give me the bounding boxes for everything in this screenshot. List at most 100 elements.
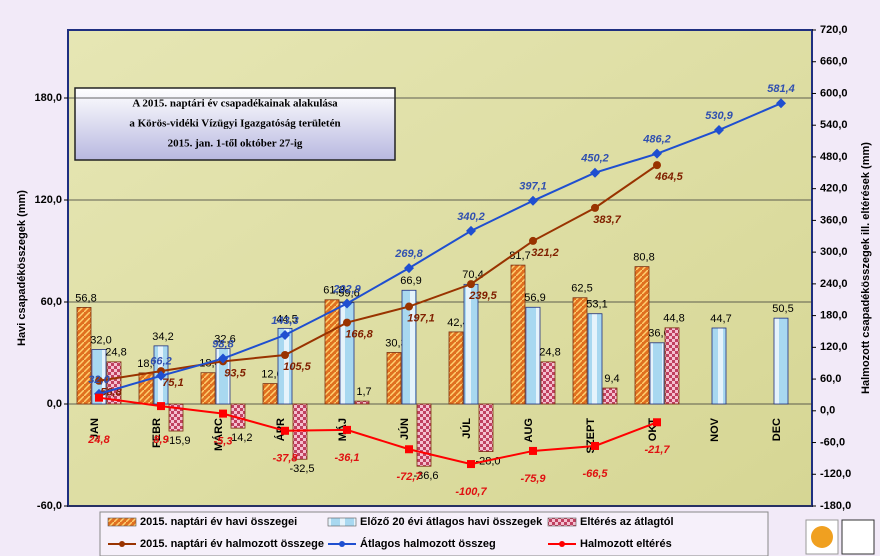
legend-label: Átlagos halmozott összeg	[360, 537, 496, 550]
data-label: 59,6	[338, 288, 359, 300]
chart-title: 2015. jan. 1-től október 27-ig	[168, 138, 303, 150]
y2-tick-label: 360,0	[820, 214, 848, 226]
data-label: 70,4	[462, 269, 483, 281]
marker	[343, 425, 351, 434]
marker	[776, 98, 786, 109]
title-box	[74, 87, 396, 161]
data-label: 9,4	[604, 373, 619, 385]
x-tick-label: NOV	[709, 417, 721, 442]
x-tick-label: FEBR	[151, 418, 163, 448]
bar	[106, 361, 122, 405]
data-label: 32,6	[214, 333, 235, 345]
marker	[280, 330, 290, 341]
marker	[714, 125, 724, 136]
data-label: 1,7	[356, 386, 371, 398]
data-label: 32,0	[90, 335, 111, 347]
data-label: 24,8	[105, 347, 126, 359]
chart-title: a Körös-vidéki Vízügyi Igazgatóság terül…	[129, 118, 340, 130]
bar	[324, 299, 340, 405]
y2-tick-label: 180,0	[820, 310, 848, 322]
bar	[711, 327, 727, 405]
y2-tick-label: 480,0	[820, 151, 848, 163]
data-label: 66,9	[400, 275, 421, 287]
bar	[634, 266, 650, 405]
marker	[404, 263, 414, 274]
data-label: 12,0	[261, 369, 282, 381]
data-label: 50,5	[772, 303, 793, 315]
y2-tick-label: 240,0	[820, 278, 848, 290]
x-tick-label: JÚL	[460, 418, 473, 439]
bar	[386, 352, 402, 405]
y2-tick-label: 0,0	[820, 405, 835, 417]
y2-tick-label: 540,0	[820, 119, 848, 131]
legend-swatch	[119, 541, 125, 547]
marker	[590, 167, 600, 178]
bar	[138, 372, 154, 405]
bar	[572, 297, 588, 405]
bar	[168, 403, 184, 432]
y2-tick-label: -60,0	[820, 436, 845, 448]
data-label: 93,5	[224, 367, 246, 379]
legend-swatch	[547, 517, 577, 527]
marker	[466, 225, 476, 236]
y2-tick-label: 420,0	[820, 183, 848, 195]
data-label: 75,1	[162, 377, 183, 389]
y2-tick-label: -180,0	[820, 500, 851, 512]
bar	[262, 383, 278, 405]
data-label: -100,7	[455, 486, 487, 498]
line	[98, 396, 658, 466]
legend-swatch	[559, 541, 565, 547]
data-label: 61,3	[323, 285, 344, 297]
marker	[405, 302, 413, 311]
bar	[510, 264, 526, 405]
marker	[529, 446, 537, 455]
legend-box	[99, 511, 769, 556]
y2-tick-label: 60,0	[820, 373, 841, 385]
data-label: 383,7	[593, 214, 621, 226]
bar	[587, 313, 603, 405]
y-axis-label: Havi csapadékösszegek (mm)	[16, 190, 28, 346]
x-tick-label: JAN	[89, 418, 101, 440]
data-label: 321,2	[531, 247, 559, 259]
data-label: 44,5	[276, 313, 297, 325]
data-label: 56,9	[524, 292, 545, 304]
chart-title: A 2015. naptári év csapadékainak alakulá…	[132, 98, 338, 110]
logos	[805, 519, 875, 555]
data-label: 197,1	[407, 312, 435, 324]
marker	[95, 393, 103, 402]
y2-axis-label: Halmozott csapadékösszegek ill. eltérése…	[860, 142, 872, 394]
data-label: 143,3	[271, 315, 299, 327]
logo	[811, 526, 833, 548]
bar	[525, 306, 541, 405]
data-label: 98,8	[212, 338, 234, 350]
marker	[343, 318, 351, 327]
y2-tick-label: 660,0	[820, 56, 848, 68]
bar	[354, 400, 370, 405]
data-label: 105,5	[283, 361, 311, 373]
data-label: 62,5	[571, 283, 592, 295]
bar	[401, 289, 417, 405]
bar	[448, 331, 464, 405]
bar	[416, 403, 432, 467]
legend-label: Előző 20 évi átlagos havi összegek	[360, 516, 543, 528]
data-label: 581,4	[767, 83, 795, 95]
data-label: 66,2	[150, 356, 171, 368]
marker	[652, 148, 662, 159]
data-label: -72,7	[396, 471, 422, 483]
legend-swatch	[107, 517, 137, 527]
data-label: 166,8	[345, 328, 373, 340]
marker	[653, 418, 661, 427]
y2-tick-label: 600,0	[820, 87, 848, 99]
data-label: 24,8	[539, 347, 560, 359]
data-label: 397,1	[519, 181, 547, 193]
y2-tick-label: 720,0	[820, 24, 848, 36]
legend-label: Halmozott eltérés	[580, 538, 672, 550]
line	[98, 102, 782, 395]
x-tick-label: MÁRC	[212, 418, 225, 451]
data-label: 269,8	[394, 248, 423, 260]
data-label: 44,7	[710, 313, 731, 325]
data-label: -75,9	[520, 473, 546, 485]
data-label: 56,8	[100, 387, 122, 399]
legend-label: 2015. naptári év havi összegei	[140, 516, 297, 528]
data-label: 530,9	[705, 110, 733, 122]
